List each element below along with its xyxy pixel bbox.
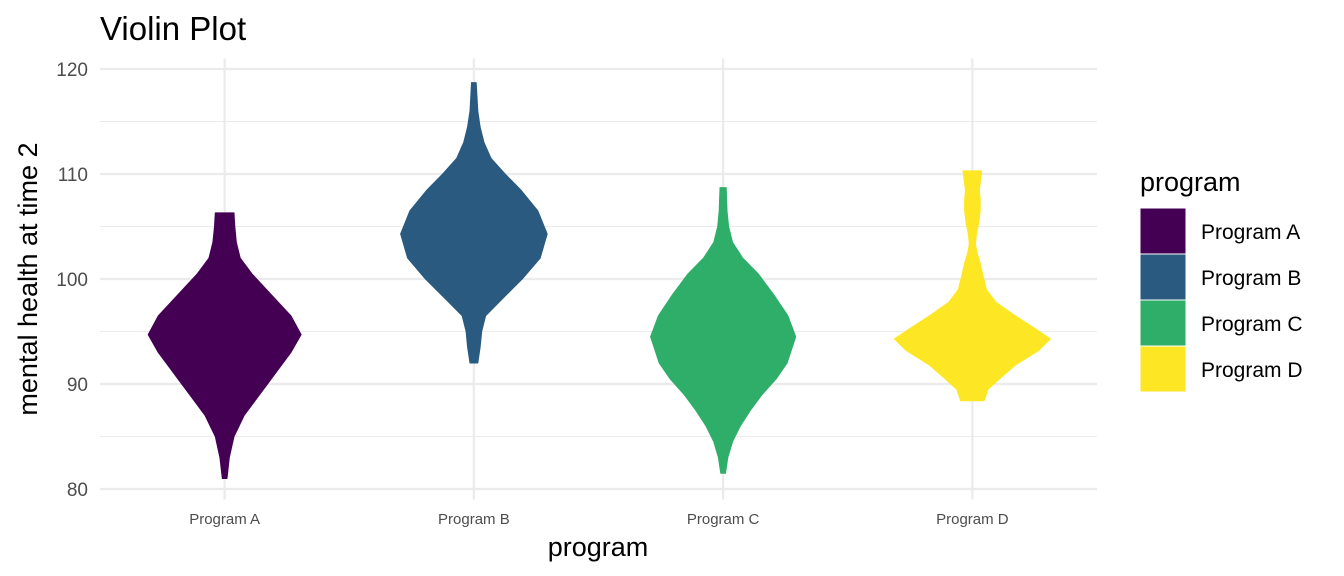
violin-program-c xyxy=(650,187,797,474)
legend-swatch xyxy=(1139,253,1187,301)
x-tick-label: Program A xyxy=(189,511,260,528)
legend-swatch xyxy=(1139,207,1187,255)
legend-swatch xyxy=(1139,299,1187,347)
violins xyxy=(147,82,1051,479)
y-tick-label: 90 xyxy=(67,375,88,396)
legend-label: Program D xyxy=(1201,359,1303,382)
violin-program-d xyxy=(893,170,1051,402)
legend-label: Program A xyxy=(1201,221,1300,244)
x-tick-label: Program B xyxy=(438,511,510,528)
legend-label: Program B xyxy=(1201,267,1301,290)
y-tick-label: 80 xyxy=(67,480,88,501)
y-axis-title: mental health at time 2 xyxy=(13,142,43,415)
violin-program-a xyxy=(147,212,302,479)
legend-title: program xyxy=(1140,167,1241,197)
y-tick-label: 100 xyxy=(56,270,88,291)
y-axis-ticks: 80 90 100 110 120 xyxy=(56,60,88,501)
x-axis-title: program xyxy=(548,532,649,562)
y-tick-label: 120 xyxy=(56,60,88,81)
violin-program-b xyxy=(400,82,548,364)
x-tick-label: Program C xyxy=(687,511,760,528)
legend-label: Program C xyxy=(1201,313,1303,336)
x-axis-ticks: Program A Program B Program C Program D xyxy=(189,511,1009,528)
y-tick-label: 110 xyxy=(58,165,88,186)
chart-title: Violin Plot xyxy=(100,10,246,47)
legend-items: Program A Program B Program C Program D xyxy=(1139,207,1303,393)
legend-swatch xyxy=(1139,345,1187,393)
x-tick-label: Program D xyxy=(936,511,1009,528)
